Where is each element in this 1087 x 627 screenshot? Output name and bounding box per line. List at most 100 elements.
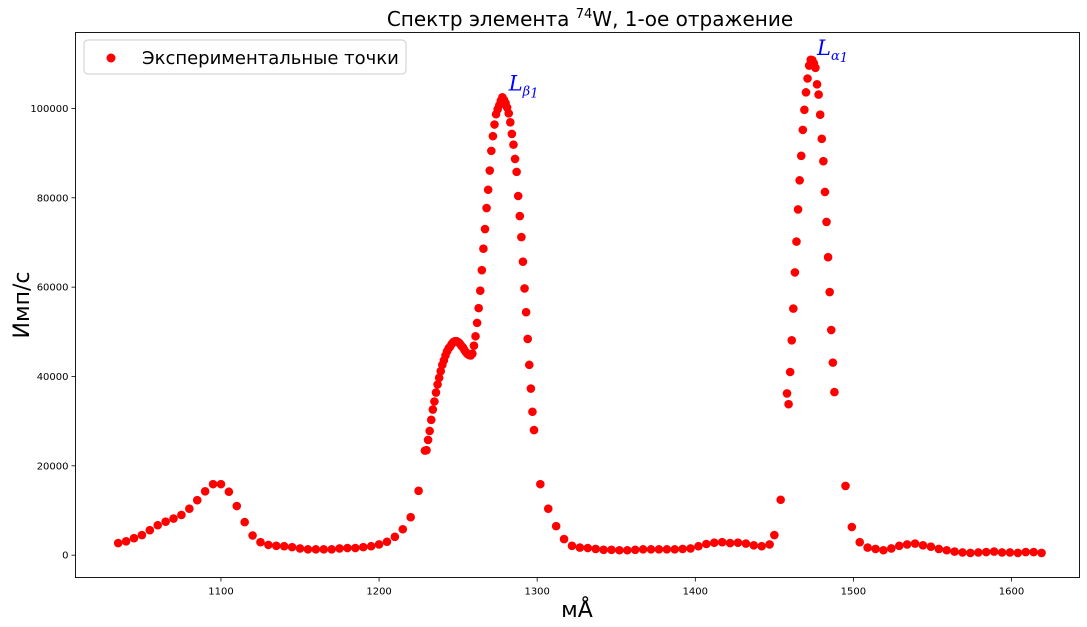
- data-point: [607, 545, 616, 555]
- data-point: [599, 545, 608, 555]
- data-point: [966, 548, 975, 558]
- data-point: [482, 203, 491, 213]
- data-point: [335, 544, 344, 553]
- data-point: [343, 543, 352, 553]
- data-point: [817, 134, 827, 144]
- data-point: [479, 244, 488, 254]
- data-point: [113, 538, 123, 548]
- data-point: [841, 481, 850, 491]
- x-tick-label: 1300: [524, 587, 549, 598]
- data-point: [879, 545, 888, 555]
- data-point: [468, 349, 477, 358]
- data-point: [770, 530, 779, 540]
- data-point: [733, 538, 743, 547]
- data-point: [871, 544, 880, 554]
- data-point: [406, 512, 415, 522]
- data-point: [811, 63, 820, 73]
- data-point: [303, 545, 313, 554]
- data-point: [423, 435, 433, 445]
- data-point: [208, 479, 218, 489]
- data-point: [248, 531, 257, 540]
- x-tick-label: 1200: [366, 587, 391, 598]
- data-point: [828, 358, 838, 367]
- data-point: [390, 532, 400, 542]
- y-tick-label: 60000: [37, 283, 69, 294]
- data-point: [145, 525, 155, 535]
- data-point: [815, 110, 825, 119]
- data-point: [796, 151, 806, 161]
- data-point: [515, 211, 525, 221]
- data-point: [567, 541, 577, 551]
- data-point: [623, 545, 632, 555]
- data-point: [795, 176, 804, 185]
- data-point: [798, 125, 808, 135]
- data-point: [520, 284, 529, 293]
- data-point: [428, 405, 438, 414]
- data-point: [366, 541, 376, 551]
- data-point: [480, 224, 490, 234]
- data-point: [398, 524, 408, 534]
- data-point: [153, 520, 163, 530]
- data-point: [483, 185, 493, 195]
- data-point: [863, 543, 872, 552]
- data-point: [216, 479, 226, 489]
- points-layer: [113, 55, 1046, 558]
- data-point: [526, 384, 536, 393]
- data-point: [513, 191, 523, 201]
- data-point: [161, 517, 170, 526]
- data-point: [894, 541, 904, 551]
- data-point: [787, 335, 797, 345]
- data-point: [232, 501, 242, 511]
- data-point: [469, 341, 479, 350]
- data-point: [521, 307, 531, 317]
- x-tick-label: 1600: [999, 587, 1024, 598]
- data-point: [431, 388, 441, 397]
- data-point: [129, 533, 139, 543]
- data-point: [670, 545, 680, 554]
- data-point: [958, 548, 967, 557]
- data-point: [801, 88, 811, 97]
- data-point: [989, 547, 999, 556]
- data-point: [822, 217, 831, 227]
- data-point: [279, 541, 289, 551]
- data-point: [662, 545, 672, 554]
- data-point: [803, 74, 812, 83]
- data-point: [506, 117, 515, 127]
- data-point: [200, 486, 210, 496]
- data-point: [725, 538, 735, 548]
- data-point: [472, 318, 482, 328]
- data-point: [974, 548, 983, 557]
- data-point: [694, 541, 703, 551]
- data-point: [820, 187, 830, 197]
- data-point: [311, 545, 321, 554]
- data-point: [177, 510, 186, 520]
- data-point: [272, 541, 281, 551]
- data-point: [518, 257, 528, 266]
- data-point: [717, 537, 727, 547]
- data-point: [488, 131, 498, 141]
- peak-annotation: Lα1: [816, 36, 848, 66]
- axes-frame: [75, 32, 1080, 578]
- data-point: [487, 146, 496, 156]
- data-point: [997, 548, 1007, 557]
- data-point: [169, 514, 178, 523]
- data-point: [1013, 548, 1023, 558]
- data-point: [434, 373, 444, 383]
- data-point: [814, 90, 823, 99]
- title-superscript: 74: [576, 7, 593, 22]
- data-point: [351, 543, 360, 553]
- data-point: [812, 80, 822, 89]
- y-axis-ticks: 0 20000 40000 60000 80000 100000: [30, 104, 76, 562]
- data-point: [524, 360, 534, 370]
- y-axis-label: Имп/с: [10, 272, 35, 339]
- peak-annotation: Lβ1: [508, 72, 539, 102]
- y-tick-label: 20000: [37, 461, 69, 472]
- data-point: [475, 286, 485, 296]
- data-point: [1021, 547, 1031, 557]
- data-point: [782, 389, 792, 398]
- data-point: [792, 237, 801, 246]
- data-point: [847, 522, 857, 532]
- data-point: [678, 544, 687, 554]
- data-point: [430, 397, 439, 406]
- chart-title: Спектр элемента 74W, 1-ое отражение: [387, 7, 793, 31]
